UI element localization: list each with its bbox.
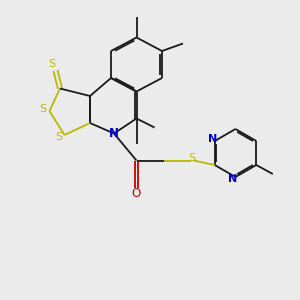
- Text: N: N: [229, 174, 238, 184]
- Text: N: N: [109, 127, 119, 140]
- Text: S: S: [188, 153, 196, 163]
- Text: S: S: [56, 131, 63, 142]
- Text: O: O: [132, 187, 141, 200]
- Text: N: N: [208, 134, 217, 144]
- Text: S: S: [39, 104, 46, 115]
- Text: S: S: [48, 59, 56, 69]
